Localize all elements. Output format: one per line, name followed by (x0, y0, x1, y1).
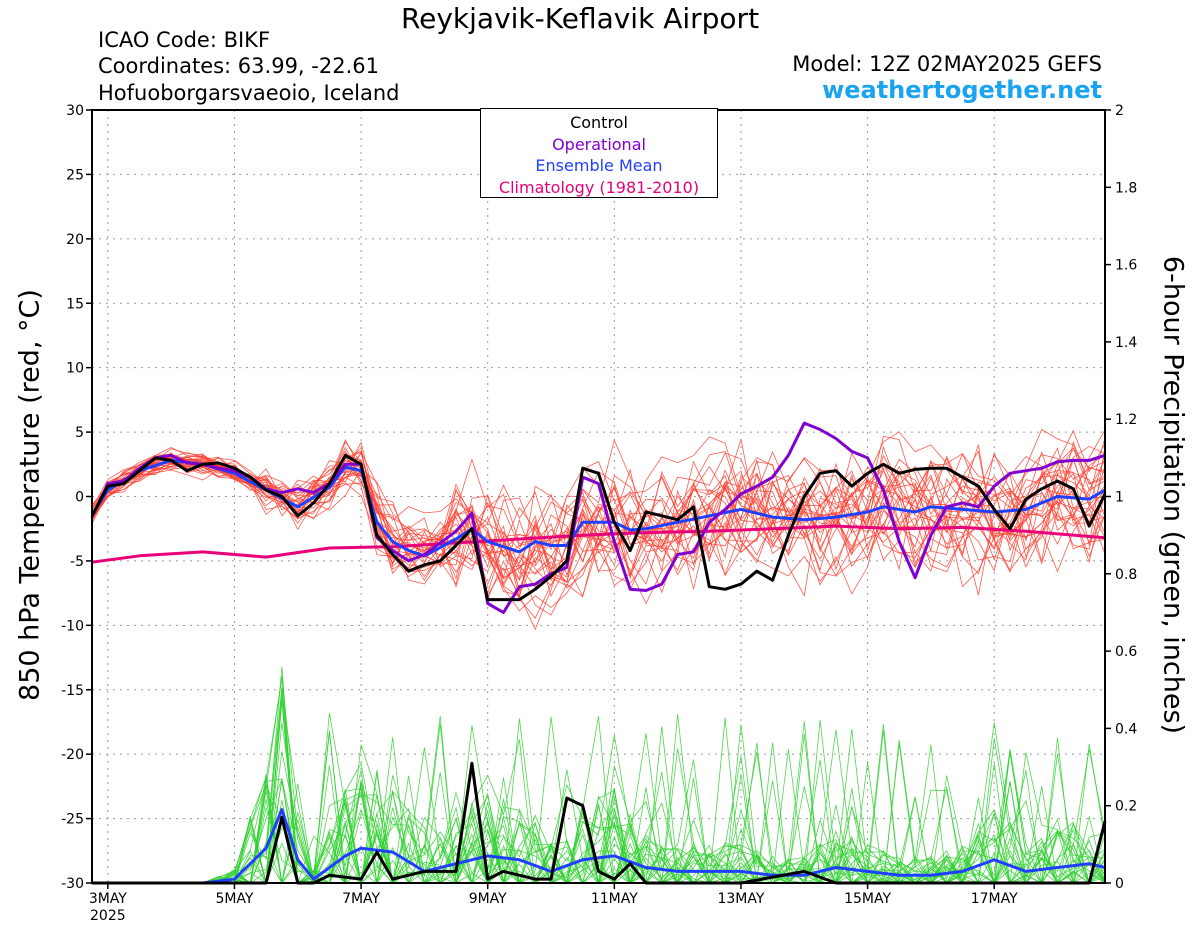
y-tick-label: 30 (66, 103, 84, 119)
y-tick-label: -10 (61, 618, 84, 634)
precip-member-line (92, 693, 1106, 885)
location-name: Hofuoborgarsvaeoio, Iceland (98, 81, 400, 105)
legend-item-operational: Operational (552, 134, 646, 154)
temp-member-line (91, 457, 1106, 598)
x-tick-label: 17MAY (971, 891, 1018, 907)
y-axis-label-right: 6-hour Precipitation (green, inches) (1157, 255, 1189, 735)
y-tick-label: 25 (66, 167, 84, 183)
control-temp-line (90, 453, 1107, 602)
precip-member-line (92, 698, 1106, 885)
y-tick-label: 5 (75, 425, 84, 441)
y-tick-label: 0 (75, 490, 84, 506)
climatology-1981-2010-temp-line (91, 524, 1106, 564)
legend-item-control: Control (570, 113, 628, 132)
x-tick-label: 9MAY (469, 891, 507, 907)
x-tick-label: 7MAY (342, 891, 380, 907)
x-tick-label: 11MAY (591, 891, 638, 907)
left-axis: 30 25 20 15 10 5 0 -5 -10 -15 -20 -25 -30 (61, 103, 92, 892)
precip-member-line (92, 733, 1105, 884)
main-series (90, 421, 1107, 885)
precip-member-line (92, 753, 1106, 884)
temp-member-line (91, 436, 1106, 616)
temp-member-line (91, 451, 1106, 605)
y2-tick-label: 0 (1115, 876, 1124, 892)
legend-item-ensemble-mean: Ensemble Mean (535, 156, 663, 175)
legend: Control Operational Ensemble Mean Climat… (480, 108, 718, 198)
model-run: Model: 12Z 02MAY2025 GEFS (792, 52, 1102, 76)
precip-member-line (92, 689, 1106, 885)
x-tick-sublabel: 2025 (90, 908, 126, 924)
y2-tick-label: 2 (1115, 103, 1124, 119)
y2-tick-label: 1.8 (1115, 180, 1137, 196)
temp-member-line (91, 451, 1106, 585)
x-tick-label: 15MAY (844, 891, 891, 907)
y2-tick-label: 1.6 (1115, 258, 1137, 274)
y2-tick-label: 0.2 (1115, 799, 1137, 815)
y2-tick-label: 1.4 (1115, 335, 1137, 351)
x-tick-label: 5MAY (215, 891, 253, 907)
y-tick-label: -5 (70, 554, 84, 570)
icao-code: ICAO Code: BIKF (98, 28, 271, 52)
y-tick-label: -20 (61, 747, 84, 763)
precip-member-line (92, 733, 1106, 885)
x-tick-label: 13MAY (717, 891, 764, 907)
ensemble-members-precipitation (92, 666, 1106, 885)
site-link[interactable]: weathertogether.net (822, 76, 1102, 104)
y-tick-label: 10 (66, 361, 84, 377)
temp-member-line (91, 438, 1106, 597)
y-axis-label-left: 850 hPa Temperature (red, °C) (14, 289, 46, 701)
precip-member-line (92, 716, 1106, 885)
temp-member-line (91, 445, 1106, 612)
precip-member-line (92, 728, 1106, 884)
y2-tick-label: 0.8 (1115, 567, 1137, 583)
ensemble-members-temperature (91, 428, 1106, 631)
y-tick-label: -30 (61, 876, 84, 892)
ensemble-mean-precip-line (92, 808, 1106, 885)
y-tick-label: 20 (66, 232, 84, 248)
coordinates: Coordinates: 63.99, -22.61 (98, 54, 379, 78)
precip-member-line (92, 701, 1106, 885)
chart-title: Reykjavik-Keflavik Airport (400, 2, 760, 35)
legend-item-climatology: Climatology (1981-2010) (498, 177, 700, 197)
y-tick-label: -15 (61, 683, 84, 699)
y2-tick-label: 0.4 (1115, 721, 1137, 737)
y2-tick-label: 1.2 (1115, 412, 1137, 428)
y-tick-label: -25 (61, 812, 84, 828)
right-axis: 2 1.8 1.6 1.4 1.2 1 0.8 0.6 0.4 0.2 0 (1105, 103, 1137, 892)
x-tick-label: 3MAY (89, 891, 127, 907)
y-tick-label: 15 (66, 296, 84, 312)
y2-tick-label: 0.6 (1115, 644, 1137, 660)
ensemble-mean-temp-line (90, 458, 1106, 558)
y2-tick-label: 1 (1115, 490, 1124, 506)
